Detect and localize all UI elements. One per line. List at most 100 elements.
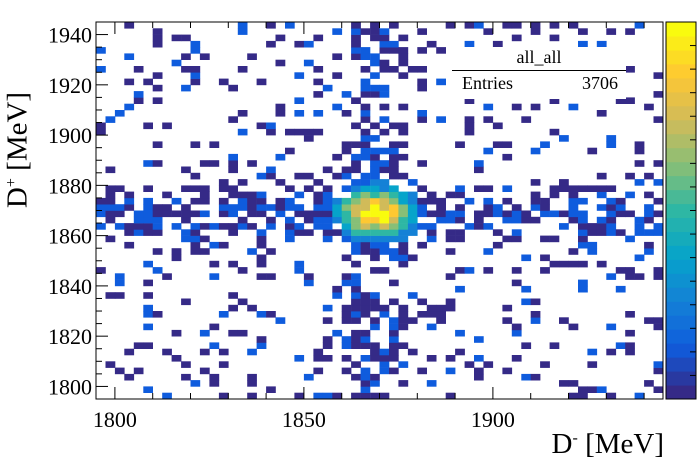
heatmap-cell (389, 22, 399, 29)
heatmap-cell (322, 166, 333, 174)
heatmap-cell (606, 223, 617, 230)
heatmap-cell (190, 185, 201, 192)
heatmap-cell (237, 267, 248, 274)
heatmap-cell (615, 97, 626, 104)
heatmap-cell (237, 223, 248, 230)
heatmap-cell (389, 336, 399, 343)
heatmap-cell (266, 216, 276, 224)
heatmap-cell (209, 160, 220, 167)
heatmap-cell (303, 279, 314, 287)
stats-divider (452, 70, 626, 71)
heatmap-cell (152, 204, 163, 211)
heatmap-cell (351, 229, 361, 236)
heatmap-cell (294, 223, 305, 230)
heatmap-cell (587, 386, 598, 393)
heatmap-cell (303, 229, 314, 236)
heatmap-cell (578, 279, 588, 287)
heatmap-cell (266, 204, 276, 211)
heatmap-cell (152, 141, 163, 148)
palette-step (666, 273, 696, 288)
heatmap-cell (511, 229, 522, 236)
heatmap-cell (578, 386, 588, 393)
heatmap-cell (389, 235, 399, 243)
heatmap-cell (96, 210, 106, 218)
heatmap-cell (228, 153, 238, 161)
heatmap-cell (559, 185, 569, 192)
heatmap-cell (218, 311, 229, 318)
heatmap-cell (483, 204, 494, 211)
heatmap-cell (549, 191, 560, 199)
heatmap-cell (483, 147, 494, 155)
heatmap-cell (143, 304, 153, 312)
y-axis-title: D+ [MeV] (1, 91, 34, 209)
heatmap-cell (511, 34, 522, 42)
heatmap-cell (436, 116, 446, 123)
heatmap-cell (313, 179, 324, 186)
palette-step (666, 231, 696, 246)
heatmap-cell (124, 204, 135, 211)
heatmap-cell (351, 160, 361, 167)
heatmap-cell (351, 241, 361, 249)
heatmap-cell (303, 40, 314, 48)
heatmap-cell (549, 185, 560, 192)
heatmap-cell (162, 273, 172, 280)
heatmap-cell (332, 229, 343, 236)
heatmap-cell (606, 28, 617, 35)
heatmap-cell (152, 84, 163, 92)
heatmap-cell (502, 235, 513, 243)
palette-step (666, 119, 696, 135)
heatmap-cell (256, 210, 267, 218)
heatmap-cell (218, 348, 229, 356)
heatmap-cell (379, 267, 390, 274)
heatmap-cell (644, 241, 654, 249)
heatmap-cell (360, 216, 371, 224)
heatmap-cell (237, 216, 248, 224)
heatmap-cell (124, 197, 135, 205)
heatmap-cell (426, 197, 437, 205)
heatmap-cell (96, 128, 106, 136)
heatmap-cell (351, 304, 361, 312)
heatmap-cell (96, 204, 106, 211)
heatmap-cell (502, 317, 513, 324)
heatmap-cell (549, 22, 560, 29)
heatmap-cell (653, 323, 663, 331)
heatmap-cell (389, 47, 399, 54)
heatmap-cell (549, 128, 560, 136)
heatmap-cell (341, 172, 352, 180)
heatmap-cell (237, 197, 248, 205)
heatmap-cell (370, 223, 380, 230)
heatmap-cell (351, 223, 361, 230)
heatmap-cell (303, 172, 314, 180)
heatmap-cell (351, 216, 361, 224)
heatmap-cell (398, 361, 409, 368)
heatmap-cell (218, 185, 229, 192)
heatmap-cell (379, 91, 390, 98)
heatmap-cell (511, 216, 522, 224)
heatmap-cell (370, 342, 380, 349)
heatmap-cell (133, 91, 144, 98)
heatmap-cell (511, 323, 522, 331)
heatmap-cell (615, 229, 626, 236)
heatmap-cell (256, 229, 267, 236)
palette-step (666, 161, 696, 177)
heatmap-cell (162, 122, 172, 130)
heatmap-cell (360, 53, 371, 60)
heatmap-cell (474, 367, 484, 375)
heatmap-cell (568, 197, 579, 205)
heatmap-cell (294, 229, 305, 236)
palette-step (666, 189, 696, 205)
heatmap-cell (417, 47, 427, 54)
stats-box: all_all Entries 3706 (452, 47, 626, 99)
heatmap-cell (171, 254, 182, 262)
heatmap-cell (596, 185, 607, 192)
heatmap-cell (360, 223, 371, 230)
heatmap-cell (407, 292, 418, 299)
heatmap-cell (483, 223, 494, 230)
palette-step (666, 287, 696, 302)
heatmap-cell (379, 248, 390, 255)
heatmap-cell (379, 66, 390, 73)
heatmap-cell (341, 141, 352, 148)
heatmap-cell (389, 216, 399, 224)
heatmap-cell (426, 355, 437, 362)
heatmap-cell (247, 160, 257, 167)
